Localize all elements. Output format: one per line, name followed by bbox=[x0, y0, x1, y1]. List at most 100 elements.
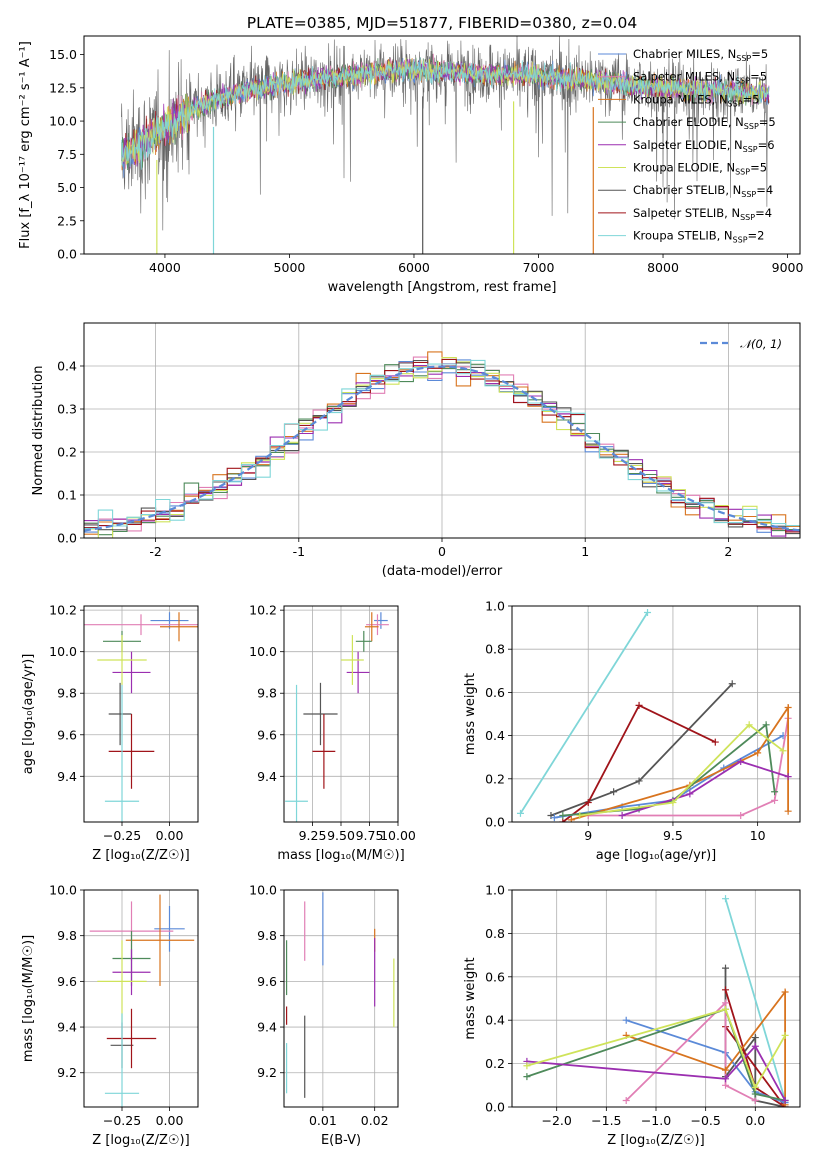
y-tick-label: 10.0 bbox=[249, 883, 277, 898]
axes-frame bbox=[511, 889, 801, 1108]
y-tick-label: 0.2 bbox=[485, 771, 505, 786]
panel-z_age: −0.25 0.00 9.4 9.6 9.8 10.0 10.2 Z [log₁₀(Z/Z☉)… bbox=[21, 603, 199, 863]
weight-marker-chabrier_elodie bbox=[559, 812, 567, 820]
figure-title: PLATE=0385, MJD=51877, FIBERID=0380, z=0… bbox=[247, 14, 637, 32]
y-tick-label: 9.6 bbox=[257, 727, 277, 742]
y-tick-label: 9.8 bbox=[257, 928, 277, 943]
weight-marker-chabrier_elodie bbox=[762, 721, 770, 729]
y-axis-label: Normed distribution bbox=[31, 366, 46, 496]
legend-label: Salpeter MILES, NSSP=5 bbox=[633, 70, 767, 86]
y-tick-label: 7.5 bbox=[57, 147, 77, 162]
y-tick-label: 0.0 bbox=[57, 531, 77, 546]
y-tick-label: 0.0 bbox=[485, 1100, 505, 1115]
spectrum-line-kroupa_elodie bbox=[121, 57, 770, 166]
x-tick-label: 0.0 bbox=[745, 1113, 765, 1128]
x-tick-label: 0.00 bbox=[156, 1113, 184, 1128]
y-tick-label: 9.8 bbox=[57, 928, 77, 943]
y-tick-label: 9.4 bbox=[57, 1020, 77, 1035]
x-tick-label: −1.5 bbox=[591, 1113, 621, 1128]
weight-marker-chabrier_stelib bbox=[610, 788, 618, 796]
x-tick-label: 7000 bbox=[523, 260, 555, 275]
y-tick-label: 1.0 bbox=[485, 883, 505, 898]
legend-label: 𝒩(0, 1) bbox=[740, 337, 782, 351]
weight-line-kroupa_elodie bbox=[526, 1008, 786, 1090]
weight-marker-salpeter_elodie bbox=[722, 1075, 730, 1083]
x-axis-label: Z [log₁₀(Z/Z☉)] bbox=[607, 1133, 704, 1148]
weight-marker-chabrier_stelib bbox=[728, 680, 736, 688]
weight-marker-kroupa_elodie bbox=[779, 747, 787, 755]
y-tick-label: 10.2 bbox=[49, 603, 77, 618]
weight-marker-chabrier_elodie bbox=[771, 788, 779, 796]
weight-marker-kroupa_miles bbox=[784, 807, 792, 815]
legend-label: Kroupa ELODIE, NSSP=5 bbox=[633, 161, 767, 177]
axes-frame bbox=[83, 605, 199, 823]
y-tick-label: 10.0 bbox=[49, 644, 77, 659]
y-tick-label: 0.0 bbox=[57, 247, 77, 262]
y-tick-label: 9.6 bbox=[257, 974, 277, 989]
y-tick-label: 9.6 bbox=[57, 974, 77, 989]
x-axis-label: Z [log₁₀(Z/Z☉)] bbox=[92, 1133, 189, 1148]
weight-marker-salpeter_stelib bbox=[635, 701, 643, 709]
y-tick-label: 0.8 bbox=[485, 642, 505, 657]
weight-marker-kroupa_elodie bbox=[523, 1062, 531, 1070]
x-tick-label: 10.00 bbox=[380, 828, 416, 843]
plot-area bbox=[523, 895, 789, 1107]
x-tick-label: −2.0 bbox=[542, 1113, 572, 1128]
histogram-kroupa_stelib bbox=[84, 359, 800, 529]
legend-label: Kroupa STELIB, NSSP=2 bbox=[633, 229, 764, 245]
panel-age_weight: 9 9.5 10 0.0 0.2 0.4 0.6 0.8 1.0 age [log₁₀(age/y… bbox=[463, 599, 801, 863]
weight-line-chabrier_elodie bbox=[526, 1008, 786, 1102]
weight-marker-chabrier_miles bbox=[550, 814, 558, 822]
y-tick-label: 10.0 bbox=[249, 644, 277, 659]
axes-frame bbox=[83, 322, 801, 539]
y-tick-label: 0.6 bbox=[485, 969, 505, 984]
axes-frame bbox=[83, 889, 199, 1108]
y-tick-label: 12.5 bbox=[49, 80, 77, 95]
weight-marker-salpeter_miles bbox=[722, 1081, 730, 1089]
x-axis-label: E(B-V) bbox=[321, 1133, 361, 1148]
x-tick-label: 0 bbox=[438, 544, 446, 559]
weight-marker-kroupa_miles bbox=[781, 988, 789, 996]
y-tick-label: 0.2 bbox=[57, 445, 77, 460]
x-tick-label: -1 bbox=[293, 544, 305, 559]
y-tick-label: 9.4 bbox=[57, 769, 77, 784]
weight-marker-kroupa_elodie bbox=[576, 812, 584, 820]
x-tick-label: 0.01 bbox=[309, 1113, 337, 1128]
plot-area bbox=[285, 612, 389, 822]
x-tick-label: 9.5 bbox=[663, 828, 683, 843]
y-tick-label: 2.5 bbox=[57, 213, 77, 228]
weight-marker-salpeter_elodie bbox=[751, 1042, 759, 1050]
x-tick-label: −0.25 bbox=[103, 1113, 141, 1128]
weight-marker-kroupa_miles bbox=[567, 816, 575, 822]
y-axis-label: age [log₁₀(age/yr)] bbox=[21, 654, 36, 775]
y-tick-label: 0.2 bbox=[485, 1056, 505, 1071]
weight-marker-salpeter_miles bbox=[737, 812, 745, 820]
weight-marker-chabrier_stelib bbox=[635, 777, 643, 785]
x-tick-label: 0.00 bbox=[156, 828, 184, 843]
weight-marker-kroupa_miles bbox=[754, 749, 762, 757]
weight-marker-salpeter_miles bbox=[622, 1096, 630, 1104]
weight-marker-chabrier_miles bbox=[622, 1016, 630, 1024]
y-tick-label: 0.3 bbox=[57, 402, 77, 417]
x-axis-label: Z [log₁₀(Z/Z☉)] bbox=[92, 848, 189, 863]
weight-line-chabrier_elodie bbox=[562, 723, 776, 817]
y-tick-label: 10.2 bbox=[249, 603, 277, 618]
plot-area bbox=[84, 612, 198, 822]
plot-area bbox=[121, 36, 770, 254]
weight-line-kroupa_miles bbox=[625, 989, 786, 1105]
spectrum-line-chabrier_stelib bbox=[121, 36, 769, 231]
y-tick-label: 0.4 bbox=[485, 1013, 505, 1028]
weight-marker-chabrier_elodie bbox=[523, 1073, 531, 1081]
weight-marker-salpeter_miles bbox=[771, 796, 779, 804]
legend: Chabrier MILES, NSSP=5 Salpeter MILES, NS… bbox=[598, 47, 776, 245]
x-tick-label: 9.75 bbox=[356, 828, 384, 843]
weight-marker-salpeter_elodie bbox=[737, 758, 745, 766]
weight-line-kroupa_stelib bbox=[519, 612, 649, 814]
normal-curve bbox=[84, 365, 800, 532]
legend-label: Kroupa MILES, NSSP=5 bbox=[633, 92, 759, 108]
weight-marker-kroupa_elodie bbox=[751, 1083, 759, 1091]
weight-line-salpeter_miles bbox=[588, 718, 789, 817]
weight-marker-salpeter_elodie bbox=[781, 1096, 789, 1104]
y-tick-label: 9.2 bbox=[257, 1065, 277, 1080]
